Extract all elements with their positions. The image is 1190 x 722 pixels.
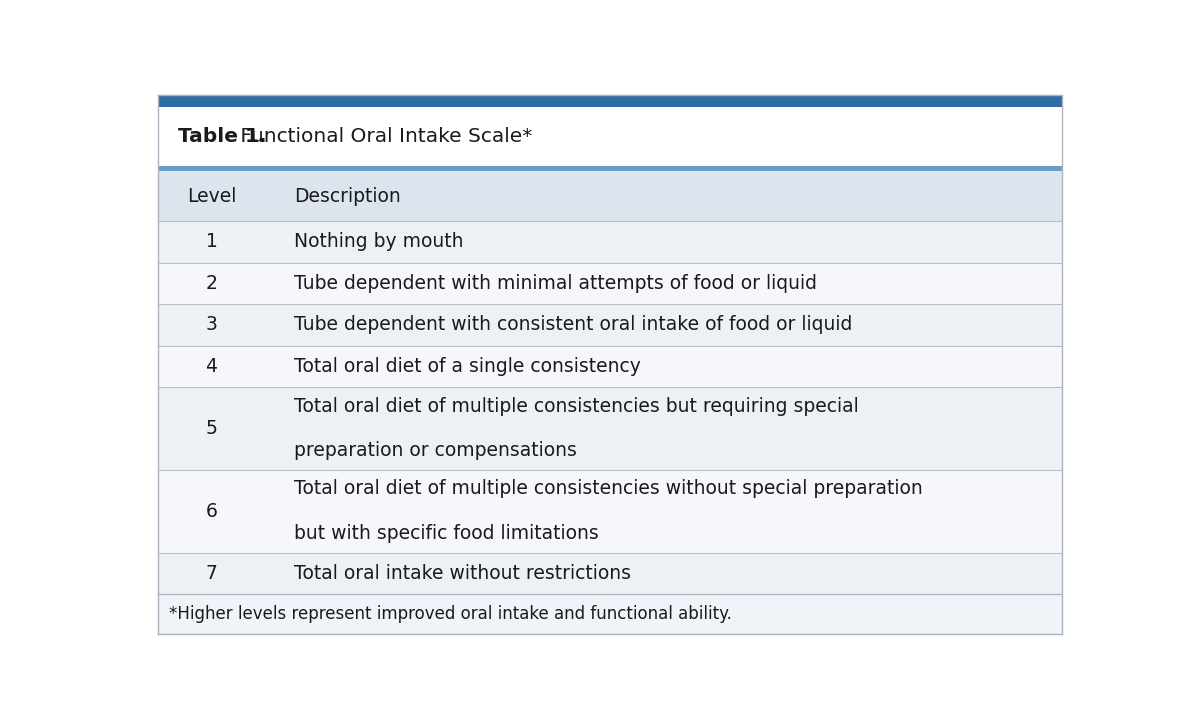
Text: Tube dependent with minimal attempts of food or liquid: Tube dependent with minimal attempts of … [294, 274, 818, 293]
Text: 4: 4 [206, 357, 218, 375]
Text: 5: 5 [206, 419, 218, 438]
Text: Level: Level [187, 187, 236, 206]
FancyBboxPatch shape [158, 107, 1061, 165]
Text: 7: 7 [206, 564, 218, 583]
Text: Functional Oral Intake Scale*: Functional Oral Intake Scale* [234, 127, 532, 146]
Text: 2: 2 [206, 274, 218, 293]
FancyBboxPatch shape [158, 263, 1061, 304]
Text: Total oral diet of multiple consistencies but requiring special: Total oral diet of multiple consistencie… [294, 396, 859, 416]
FancyBboxPatch shape [158, 594, 1061, 634]
FancyBboxPatch shape [158, 553, 1061, 594]
FancyBboxPatch shape [158, 346, 1061, 387]
Text: Tube dependent with consistent oral intake of food or liquid: Tube dependent with consistent oral inta… [294, 316, 853, 334]
Text: but with specific food limitations: but with specific food limitations [294, 524, 600, 543]
FancyBboxPatch shape [158, 470, 1061, 553]
Text: Nothing by mouth: Nothing by mouth [294, 232, 464, 251]
Text: Table 1.: Table 1. [178, 127, 267, 146]
Text: Total oral intake without restrictions: Total oral intake without restrictions [294, 564, 632, 583]
Text: preparation or compensations: preparation or compensations [294, 441, 577, 461]
Text: Total oral diet of a single consistency: Total oral diet of a single consistency [294, 357, 641, 375]
Text: 6: 6 [206, 502, 218, 521]
FancyBboxPatch shape [158, 304, 1061, 346]
FancyBboxPatch shape [158, 95, 1061, 107]
Text: 3: 3 [206, 316, 218, 334]
FancyBboxPatch shape [158, 171, 1061, 221]
FancyBboxPatch shape [158, 387, 1061, 470]
Text: Description: Description [294, 187, 401, 206]
FancyBboxPatch shape [158, 221, 1061, 263]
Text: Total oral diet of multiple consistencies without special preparation: Total oral diet of multiple consistencie… [294, 479, 923, 498]
Text: 1: 1 [206, 232, 218, 251]
FancyBboxPatch shape [158, 165, 1061, 171]
Text: *Higher levels represent improved oral intake and functional ability.: *Higher levels represent improved oral i… [169, 605, 732, 623]
